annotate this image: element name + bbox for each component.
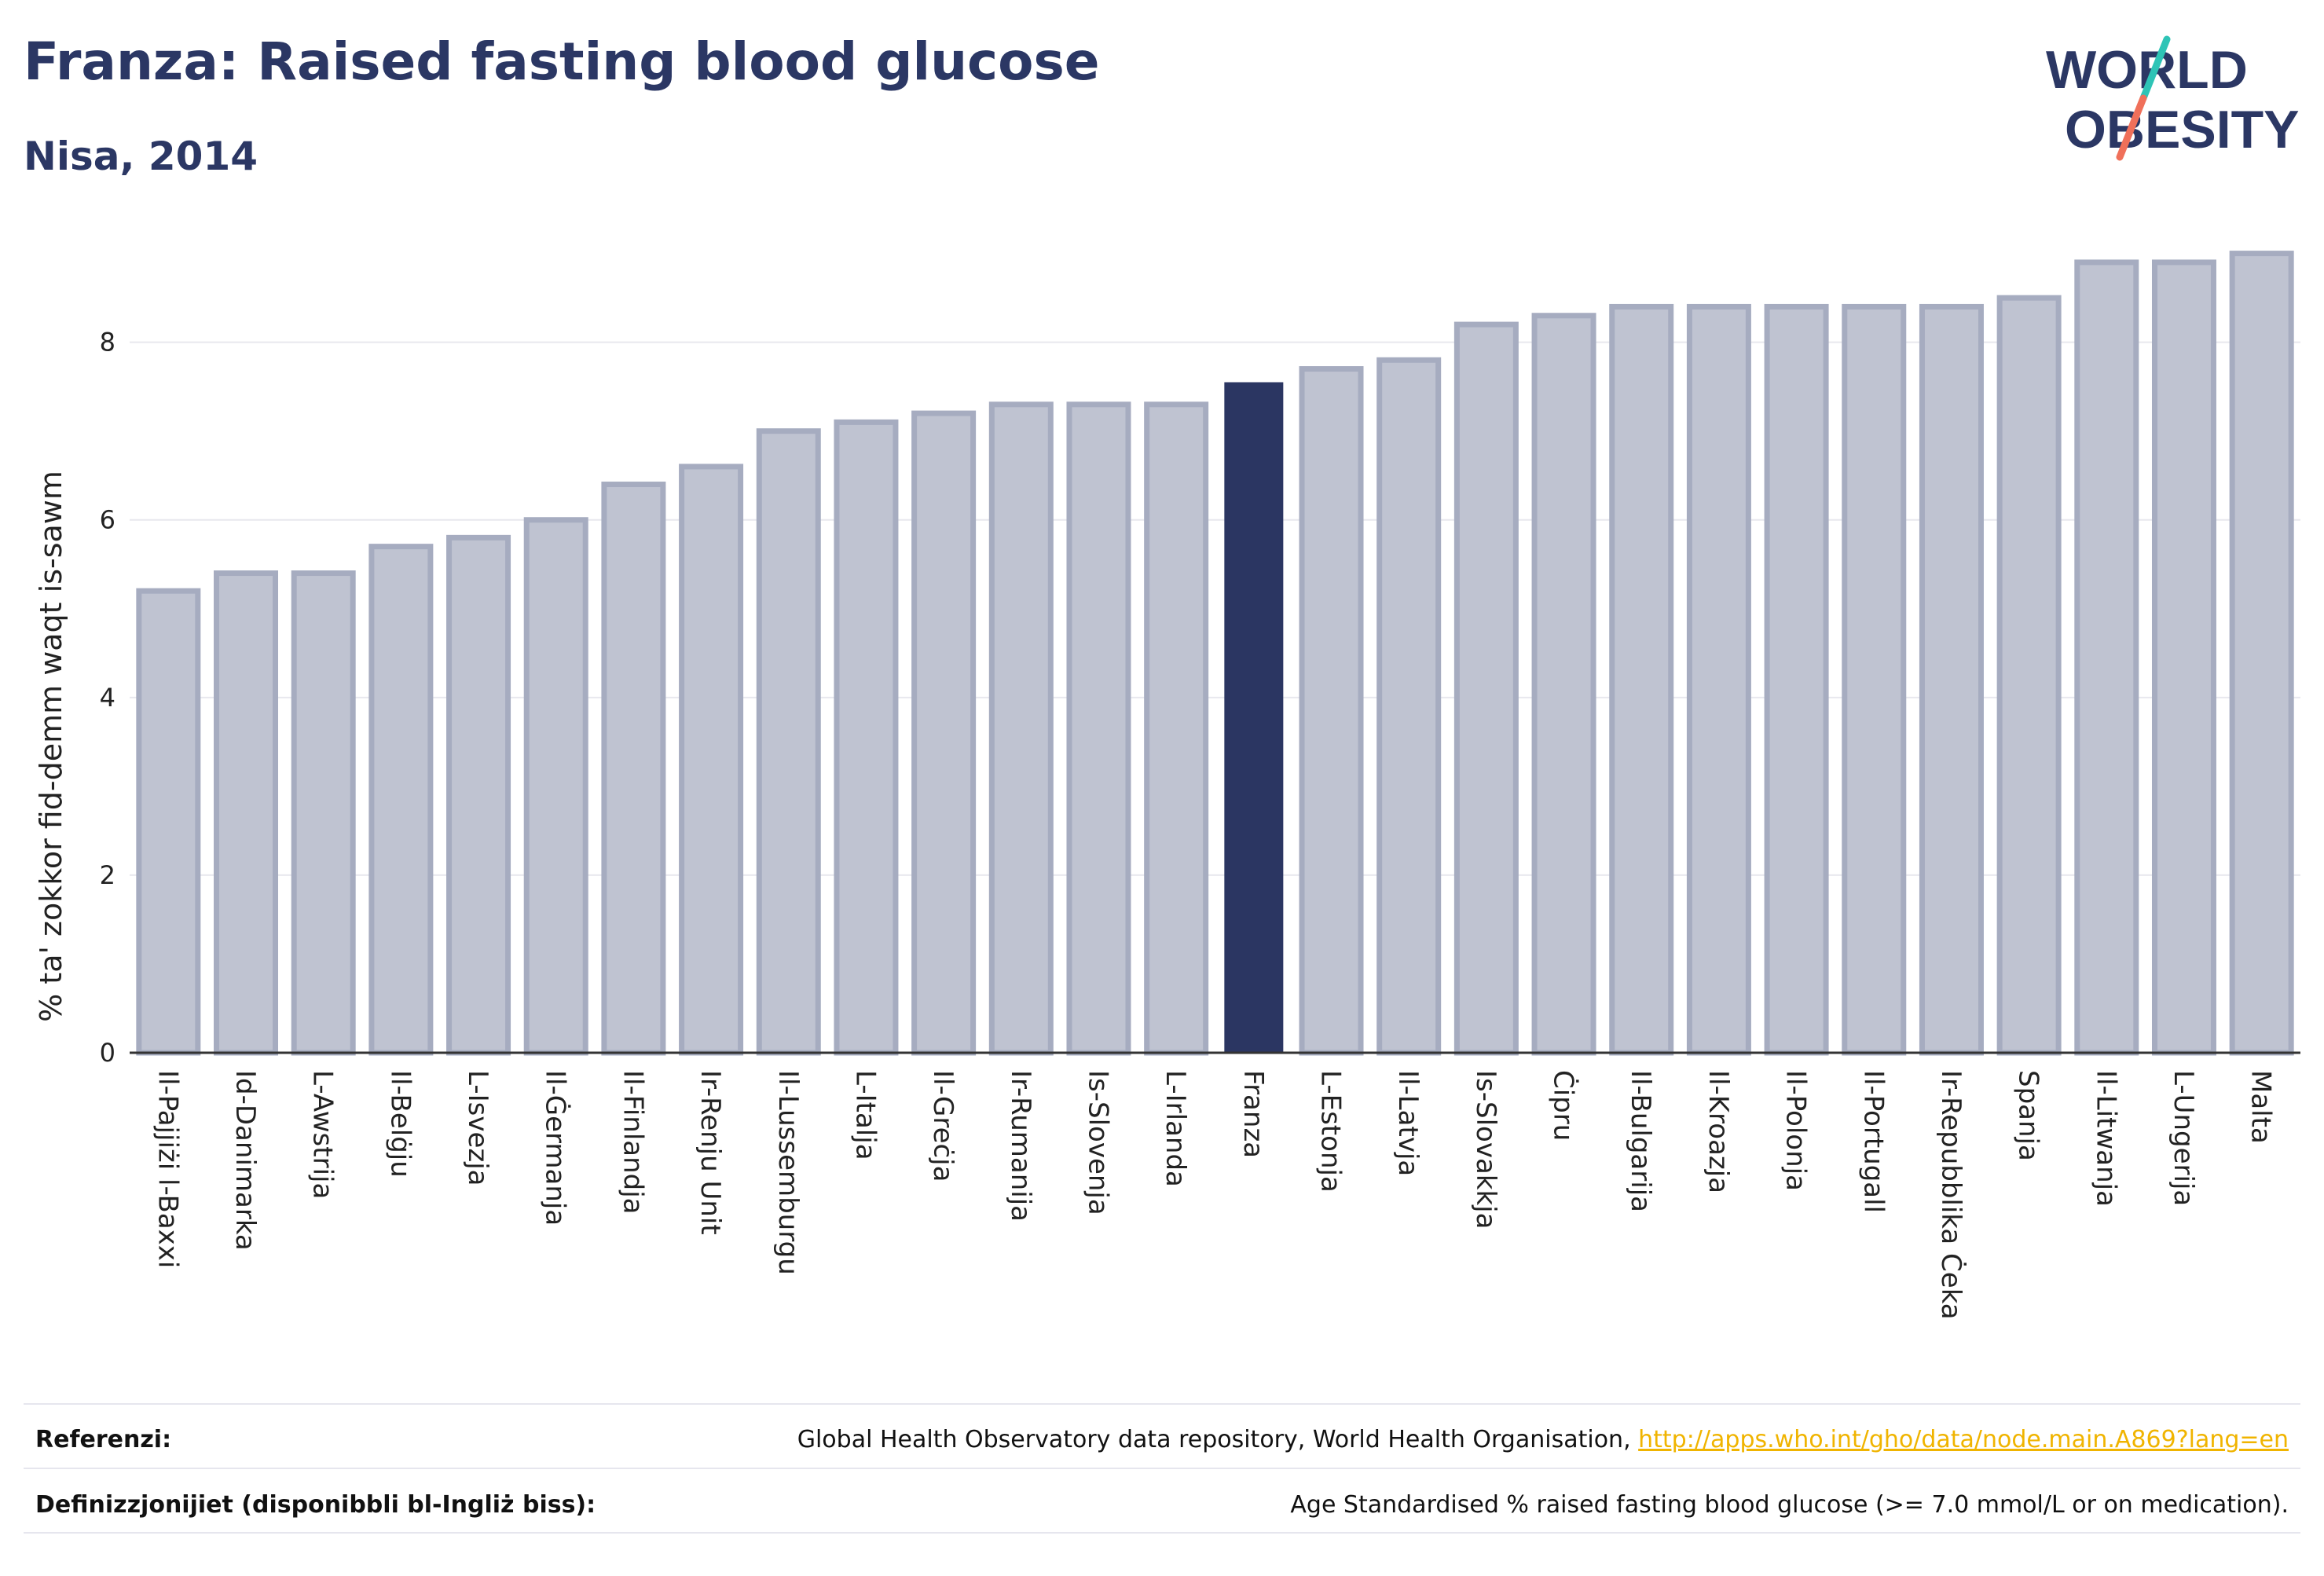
x-tick-label: Is-Slovenja (1082, 1070, 1113, 1215)
y-tick-label: 4 (100, 683, 115, 713)
bar (1376, 357, 1442, 1056)
x-tick-label: L-Irlanda (1160, 1070, 1191, 1187)
bar (601, 482, 666, 1056)
footer-divider-top (24, 1403, 2300, 1405)
bar (368, 544, 434, 1056)
y-tick-label: 2 (100, 860, 115, 890)
x-tick-label: Il-Finlandja (617, 1070, 648, 1215)
x-tick-label: L-Italja (849, 1070, 881, 1160)
bar (136, 588, 201, 1056)
bar (679, 464, 744, 1056)
footer-divider-middle (24, 1468, 2300, 1469)
x-tick-label: L-Ungerija (2168, 1070, 2199, 1206)
footer-divider-bottom (24, 1532, 2300, 1534)
x-tick-label: Ir-Repubblika Ċeka (1935, 1070, 1967, 1320)
bar (1066, 401, 1131, 1056)
x-tick-label: Spanja (2013, 1070, 2044, 1161)
references-label: Referenzi: (35, 1426, 172, 1453)
bar (1299, 366, 1364, 1056)
bar (1609, 303, 1674, 1056)
y-axis-title: % ta' zokkor fid-demm waqt is-sawm (34, 471, 68, 1022)
bar (834, 419, 899, 1056)
bar (1686, 303, 1751, 1056)
x-tick-label: L-Awstrija (307, 1070, 339, 1199)
x-tick-label: Il-Ġermanja (540, 1070, 572, 1226)
chart-subtitle: Nisa, 2014 (24, 134, 258, 179)
x-tick-label: Il-Litwanja (2090, 1070, 2121, 1207)
x-tick-label: Il-Polonja (1780, 1070, 1812, 1191)
bar (291, 570, 356, 1056)
references-text: Global Health Observatory data repositor… (797, 1426, 2289, 1453)
x-tick-label: Malta (2245, 1070, 2277, 1144)
bar (2151, 259, 2216, 1056)
bar (1531, 313, 1596, 1056)
references-source: Global Health Observatory data repositor… (797, 1426, 1639, 1453)
x-tick-label: L-Isvezja (462, 1070, 493, 1186)
definitions-label: Definizzjonijiet (disponibbli bl-Ingliż … (35, 1491, 596, 1519)
bar (756, 428, 821, 1056)
x-tick-label: Ċipru (1548, 1070, 1580, 1141)
bar (523, 517, 588, 1056)
x-tick-label: Il-Greċja (927, 1070, 959, 1182)
bar (1996, 295, 2062, 1056)
bar-highlighted (1224, 382, 1284, 1053)
x-tick-label: Il-Lussemburgu (772, 1070, 804, 1275)
bar (2229, 251, 2294, 1056)
bar (1453, 321, 1519, 1056)
bar (1764, 303, 1829, 1056)
bar (911, 410, 977, 1056)
x-tick-label: L-Estonja (1315, 1070, 1347, 1193)
x-tick-label: Il-Bulgarija (1625, 1070, 1656, 1212)
x-tick-label: Franza (1237, 1070, 1269, 1158)
y-tick-label: 8 (100, 328, 115, 357)
logo-slash-top (2139, 35, 2171, 102)
world-obesity-logo: WORLD OBESITY (2046, 35, 2300, 161)
x-tick-label: Ir-Rumanija (1005, 1070, 1036, 1222)
logo-slash-bottom (2116, 94, 2147, 161)
bar (2074, 259, 2139, 1056)
y-tick-label: 6 (100, 505, 115, 535)
x-tick-label: Ir-Renju Unit (695, 1070, 726, 1235)
x-tick-label: Il-Belġju (384, 1070, 416, 1178)
x-tick-label: Is-Slovakkja (1470, 1070, 1501, 1229)
bar (1919, 303, 1984, 1056)
x-tick-label: Il-Portugall (1857, 1070, 1889, 1213)
bar (214, 570, 279, 1056)
x-tick-label: Id-Danimarka (229, 1070, 261, 1251)
x-tick-label: Il-Pajjiżi l-Baxxi (152, 1070, 183, 1268)
y-tick-label: 0 (100, 1038, 115, 1068)
bar (988, 401, 1054, 1056)
chart-title: Franza: Raised fasting blood glucose (24, 31, 1100, 92)
bar-chart: 0 2 4 6 8 % ta' zokkor fid-demm waqt is-sawm I… (34, 251, 2300, 1320)
bar (1842, 303, 1907, 1056)
references-link[interactable]: http://apps.who.int/gho/data/node.main.A… (1638, 1426, 2289, 1453)
bar (446, 534, 511, 1056)
definitions-text: Age Standardised % raised fasting blood … (1290, 1491, 2289, 1519)
logo-word-obesity: OBESITY (2065, 100, 2300, 159)
x-tick-label: Il-Latvja (1392, 1070, 1424, 1176)
bar (1144, 401, 1209, 1056)
x-tick-label: Il-Kroazja (1703, 1070, 1734, 1193)
